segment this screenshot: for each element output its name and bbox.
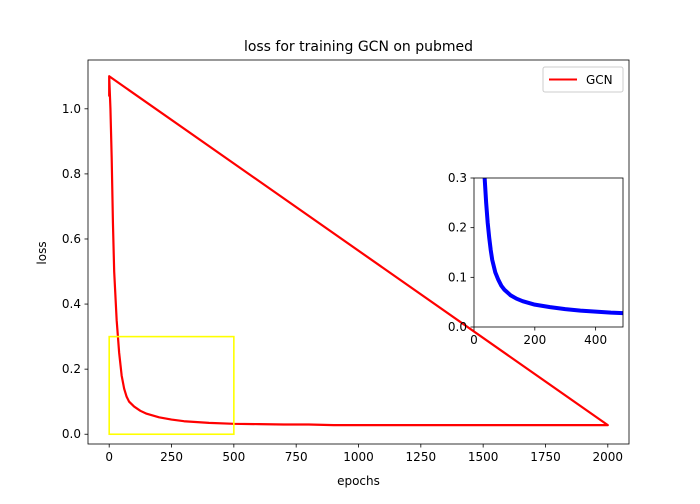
inset-x-tick-label: 0 <box>470 333 478 347</box>
main-y-tick-label: 0.4 <box>62 297 81 311</box>
inset-series-line <box>482 178 623 316</box>
y-axis-label: loss <box>35 241 49 264</box>
main-y-tick-label: 0.8 <box>62 167 81 181</box>
main-x-tick-label: 1500 <box>468 450 499 464</box>
main-y-tick-label: 0.2 <box>62 362 81 376</box>
main-y-tick-label: 1.0 <box>62 102 81 116</box>
main-x-tick-label: 750 <box>285 450 308 464</box>
main-x-tick-label: 1000 <box>343 450 374 464</box>
main-x-tick-label: 1750 <box>530 450 561 464</box>
main-axes-frame <box>87 59 630 445</box>
legend-label-gcn: GCN <box>586 73 613 87</box>
inset-y-tick-label: 0.0 <box>448 320 467 334</box>
inset-y-tick-label: 0.1 <box>448 270 467 284</box>
inset-axes-frame <box>473 177 624 328</box>
legend-box <box>542 66 624 93</box>
main-x-tick-label: 0 <box>105 450 113 464</box>
inset-x-tick-label: 400 <box>584 333 607 347</box>
inset-y-tick-label: 0.2 <box>448 221 467 235</box>
main-x-tick-label: 500 <box>222 450 245 464</box>
inset-plot-background <box>474 178 623 327</box>
main-y-tick-label: 0.0 <box>62 427 81 441</box>
main-series-line <box>108 75 609 427</box>
main-x-tick-label: 250 <box>160 450 183 464</box>
main-x-tick-label: 1250 <box>406 450 437 464</box>
main-y-tick-label: 0.6 <box>62 232 81 246</box>
chart-title: loss for training GCN on pubmed <box>244 39 473 55</box>
inset-y-tick-label: 0.3 <box>448 171 467 185</box>
main-x-tick-label: 2000 <box>593 450 624 464</box>
inset-x-tick-label: 200 <box>523 333 546 347</box>
x-axis-label: epochs <box>337 474 380 488</box>
zoom-region-rectangle <box>108 335 235 436</box>
